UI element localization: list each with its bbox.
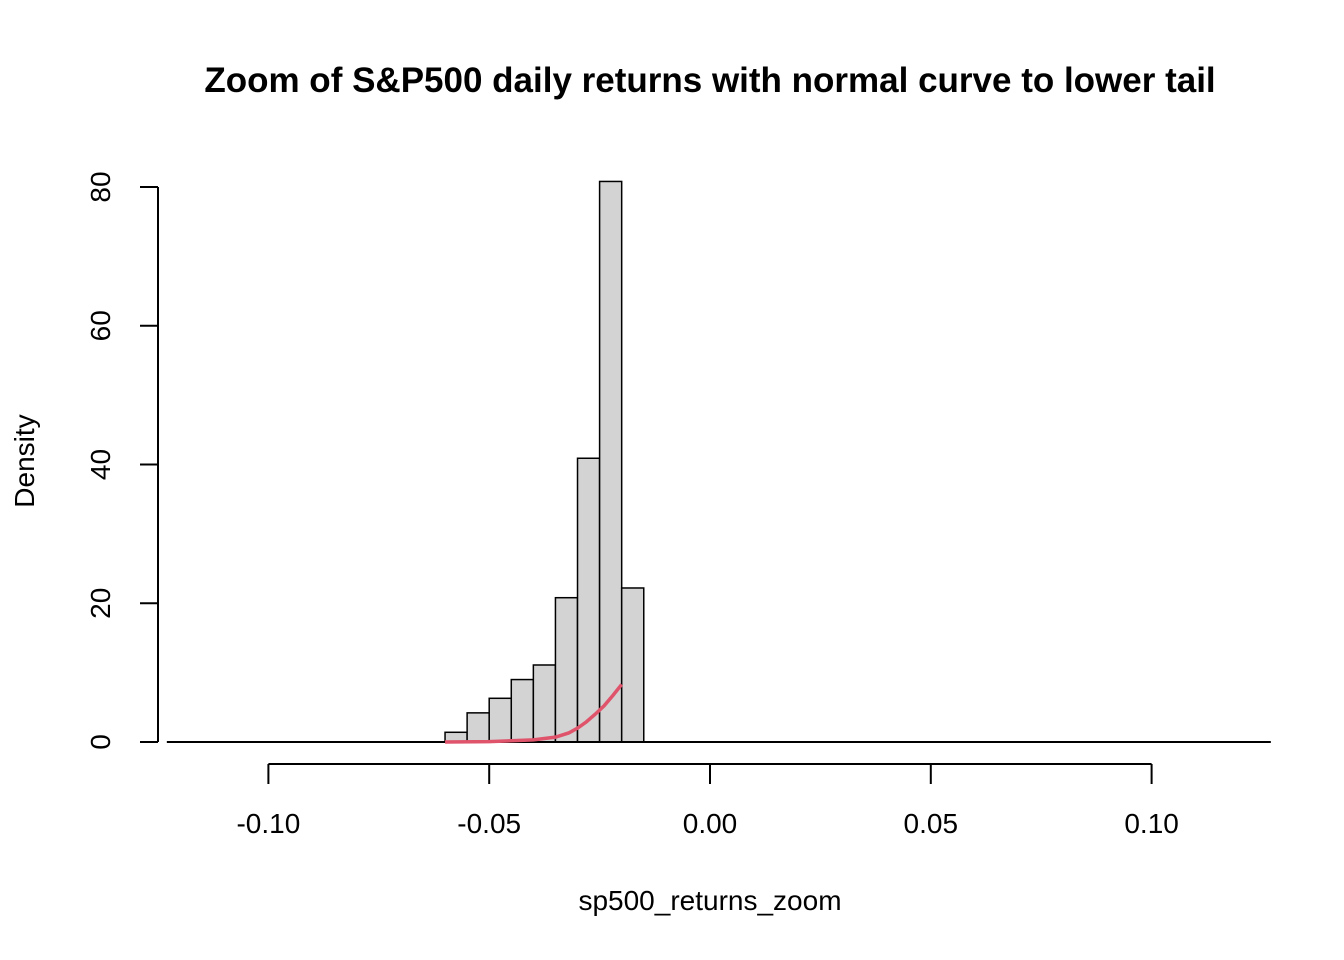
- x-tick-label: 0.00: [683, 808, 738, 839]
- histogram-bar: [620, 587, 645, 743]
- x-tick-label: -0.05: [457, 808, 521, 839]
- histogram-bar: [510, 678, 535, 743]
- y-tick-label: 60: [85, 310, 116, 341]
- x-axis: -0.10 -0.05 0.00 0.05 0.10: [236, 763, 1179, 839]
- x-tick-label: 0.05: [904, 808, 959, 839]
- histogram-bar: [576, 457, 601, 743]
- histogram-bar: [466, 712, 490, 743]
- histogram-bar: [598, 180, 623, 743]
- y-tick-label: 0: [85, 734, 116, 750]
- histogram-bar: [554, 596, 579, 743]
- histogram-bars: [444, 180, 645, 743]
- y-axis-label: Density: [9, 414, 40, 507]
- y-tick-label: 80: [85, 171, 116, 202]
- normal-curve: [445, 683, 624, 744]
- x-axis-label: sp500_returns_zoom: [578, 885, 841, 916]
- y-tick-label: 20: [85, 588, 116, 619]
- histogram-bar: [488, 697, 513, 743]
- x-tick-label: -0.10: [236, 808, 300, 839]
- y-axis: 0 20 40 60 80: [85, 171, 159, 750]
- chart-title: Zoom of S&P500 daily returns with normal…: [204, 61, 1215, 100]
- x-tick-label: 0.10: [1124, 808, 1179, 839]
- y-tick-label: 40: [85, 449, 116, 480]
- histogram-bar: [532, 664, 557, 743]
